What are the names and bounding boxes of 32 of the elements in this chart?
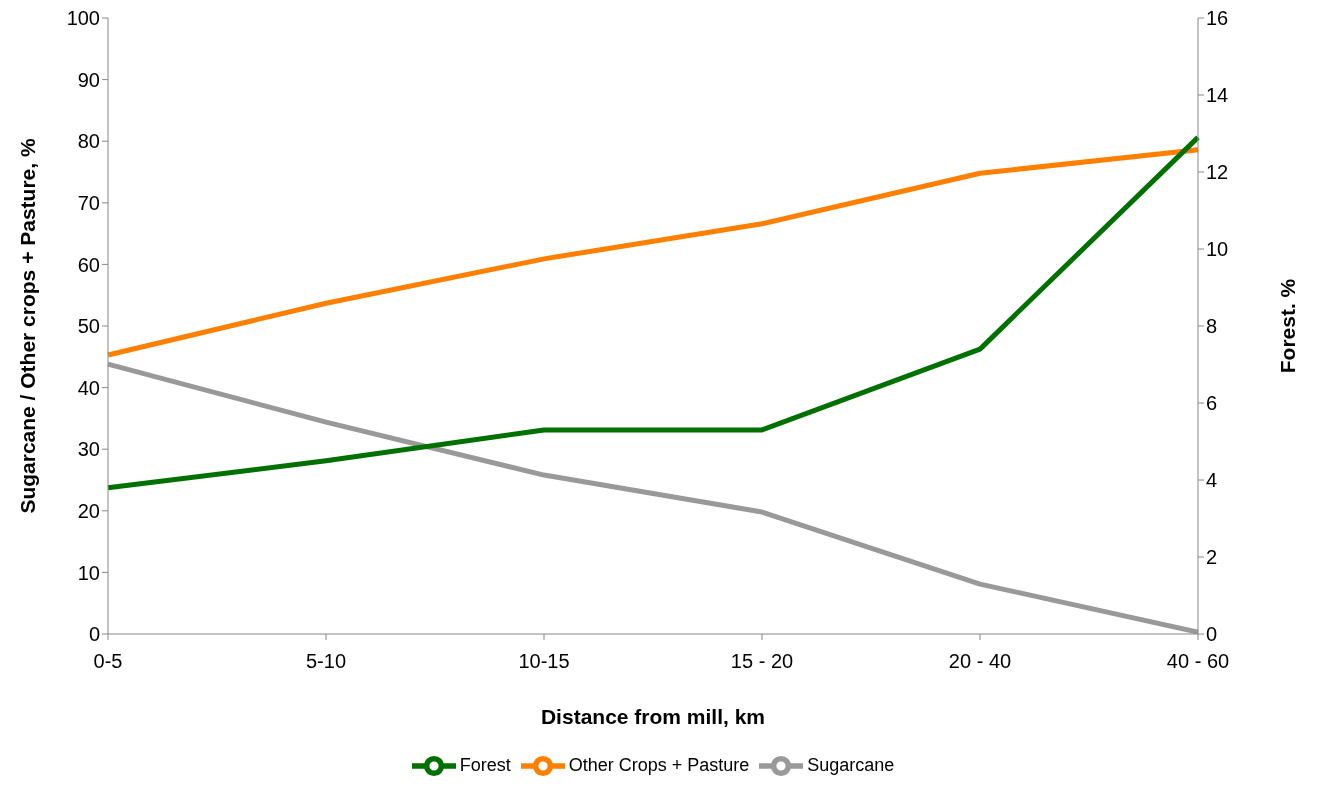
y-tick-label: 100 [66, 7, 100, 30]
x-tick-label: 20 - 40 [948, 650, 1012, 673]
x-axis-title: Distance from mill, km [540, 705, 766, 728]
y2-tick-label: 2 [1206, 546, 1218, 569]
x-tick-label: 15 - 20 [730, 650, 794, 673]
y-tick-label: 50 [77, 315, 100, 338]
y2-tick-label: 12 [1206, 161, 1229, 184]
y-tick-label: 10 [77, 561, 100, 584]
x-tick-label: 5-10 [305, 650, 347, 673]
y2-tick-label: 10 [1206, 238, 1229, 261]
y-tick-label: 80 [77, 130, 100, 153]
y2-tick-label: 0 [1206, 623, 1218, 646]
y-tick-label: 20 [77, 499, 100, 522]
y2-tick-label: 4 [1206, 469, 1218, 492]
x-tick-label: 10-15 [518, 650, 570, 673]
y-tick-label: 70 [77, 191, 100, 214]
y2-tick-label: 14 [1206, 84, 1229, 107]
y-axis-title: Sugarcane / Other crops + Pasture, % [16, 138, 40, 514]
legend-label: Other Crops + Pasture [568, 754, 750, 775]
legend-label: Forest [459, 754, 511, 775]
y-tick-label: 40 [77, 376, 100, 399]
y2-tick-label: 16 [1206, 7, 1229, 30]
y-tick-label: 0 [88, 623, 100, 646]
x-tick-label: 40 - 60 [1166, 650, 1230, 673]
x-tick-label: 0-5 [93, 650, 123, 673]
y2-tick-label: 6 [1206, 392, 1218, 415]
legend-label: Sugarcane [807, 754, 895, 775]
y-tick-label: 60 [77, 253, 100, 276]
y-tick-label: 90 [77, 68, 100, 91]
y2-axis-title: Forest. % [1276, 278, 1300, 374]
y-tick-label: 30 [77, 438, 100, 461]
y2-tick-label: 8 [1206, 315, 1218, 338]
